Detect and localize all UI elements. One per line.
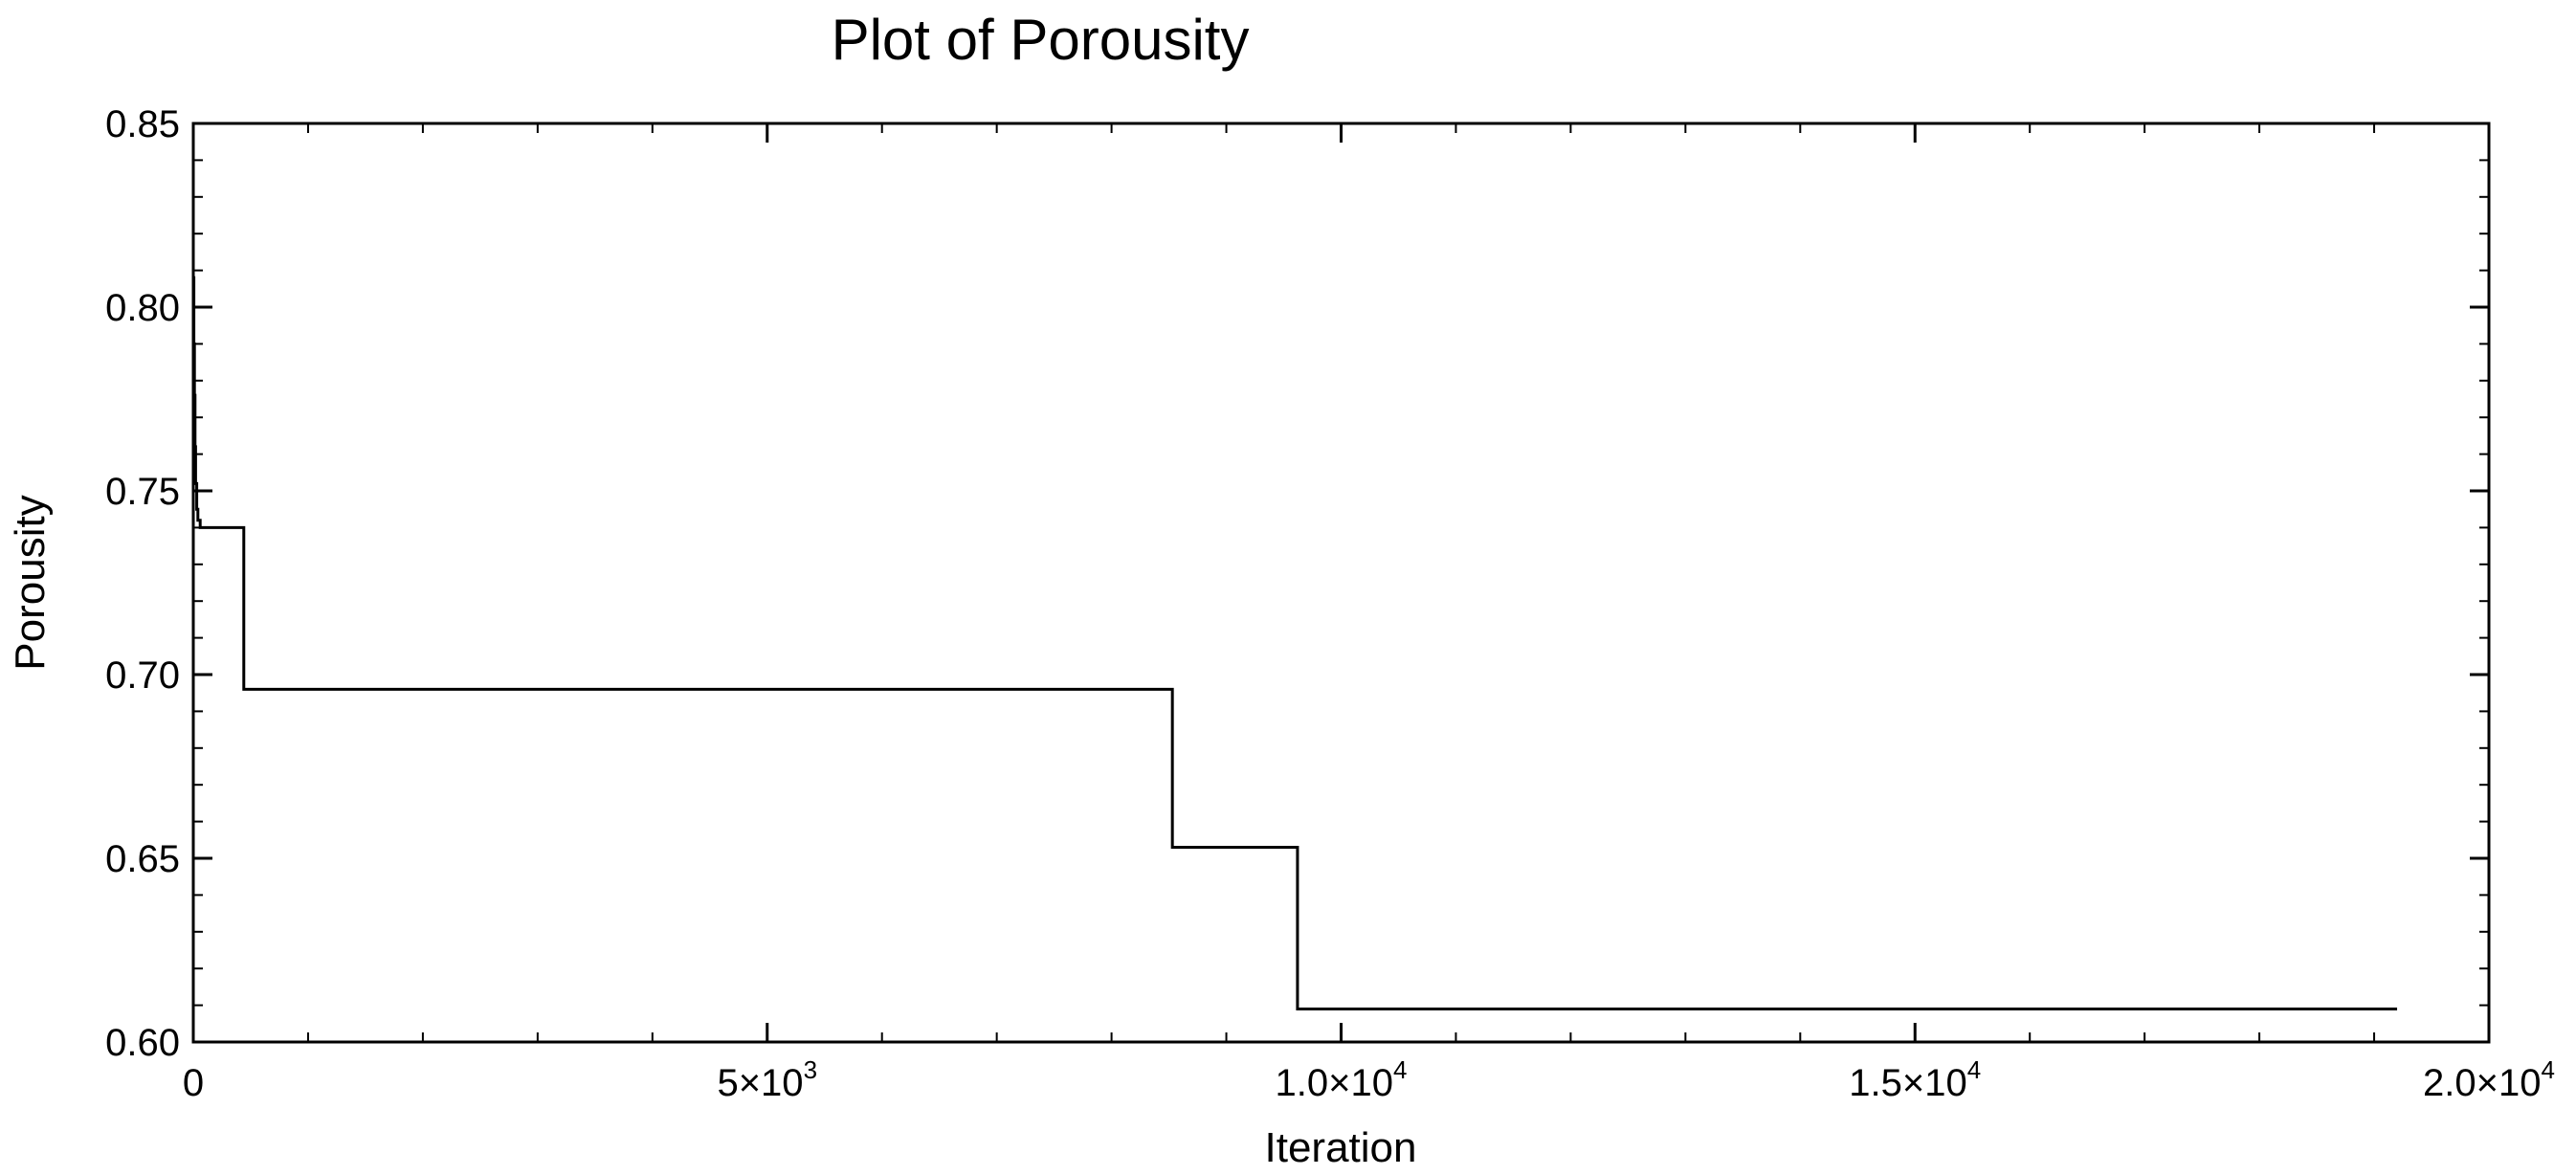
x-tick-label-base: 1.5×10 — [1849, 1062, 1966, 1104]
x-tick-label-exponent: 4 — [1967, 1055, 1981, 1084]
x-tick-label-base: 1.0×10 — [1276, 1062, 1393, 1104]
x-tick-label: 0 — [183, 1062, 204, 1104]
y-axis-label: Porousity — [7, 495, 54, 670]
y-tick-label: 0.85 — [105, 103, 180, 145]
y-tick-label: 0.60 — [105, 1022, 180, 1064]
x-tick-label-exponent: 4 — [1393, 1055, 1407, 1084]
y-tick-label: 0.80 — [105, 287, 180, 329]
x-tick-label-base: 2.0×10 — [2423, 1062, 2541, 1104]
x-tick-label: 5×103 — [717, 1055, 817, 1104]
plot-frame — [191, 122, 2491, 1044]
x-tick-label-base: 0 — [183, 1062, 204, 1104]
x-tick-label-exponent: 4 — [2542, 1055, 2555, 1084]
y-tick-label: 0.65 — [105, 838, 180, 880]
x-ticks-group: 0 5×103 1.0×104 1.5×104 2.0×104 — [183, 123, 2555, 1104]
x-tick-label: 2.0×104 — [2423, 1055, 2555, 1104]
x-tick-label-base: 5×10 — [717, 1062, 803, 1104]
data-line-group — [192, 276, 2398, 1010]
porosity-step-line — [192, 276, 2398, 1010]
x-tick-label: 1.0×104 — [1276, 1055, 1408, 1104]
y-ticks-group: 0.60 0.65 0.70 0.75 0.80 0.85 — [105, 103, 2489, 1064]
y-tick-label: 0.70 — [105, 654, 180, 697]
y-tick-label: 0.75 — [105, 471, 180, 513]
x-tick-label-exponent: 3 — [804, 1055, 817, 1084]
chart-title: Plot of Porousity — [832, 8, 1250, 72]
x-tick-label: 1.5×104 — [1849, 1055, 1981, 1104]
x-axis-label: Iteration — [1265, 1124, 1417, 1171]
